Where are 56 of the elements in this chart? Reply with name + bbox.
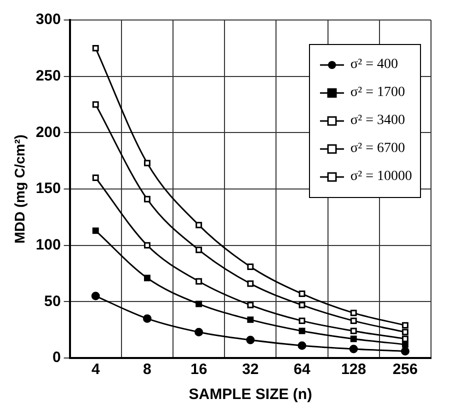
point [298, 341, 306, 350]
point [144, 274, 150, 282]
x-tick-label: 256 [392, 361, 418, 378]
point [247, 302, 254, 308]
x-tick-label: 32 [242, 361, 259, 378]
point [92, 227, 99, 234]
point [91, 292, 100, 300]
point [196, 300, 202, 308]
y-tick-label: 200 [36, 124, 61, 141]
y-axis-title: MDD (mg C/cm²) [11, 134, 28, 244]
point [350, 310, 357, 316]
x-axis-title: SAMPLE SIZE (n) [188, 386, 312, 404]
y-tick-label: 0 [52, 349, 61, 366]
legend-label: σ² = 1700 [350, 85, 405, 101]
legend-label: σ² = 6700 [350, 141, 405, 157]
point [196, 246, 202, 254]
x-tick-label: 128 [341, 361, 366, 378]
point [402, 336, 408, 342]
y-tick-label: 250 [36, 67, 61, 84]
x-tick-label: 8 [143, 361, 152, 378]
y-tick-label: 50 [44, 292, 61, 310]
point [298, 328, 306, 334]
point [92, 101, 99, 108]
x-tick-label: 4 [91, 361, 100, 378]
point [196, 278, 202, 285]
point [402, 341, 408, 348]
point [144, 196, 150, 202]
point [402, 322, 408, 329]
point [246, 336, 255, 344]
point [247, 316, 254, 323]
x-tick-label: 16 [190, 361, 208, 378]
legend-label: σ² = 400 [350, 57, 398, 73]
y-tick-label: 100 [36, 236, 61, 254]
point [350, 318, 357, 324]
point [298, 302, 306, 308]
point [144, 242, 150, 249]
legend-label: σ² = 10000 [350, 169, 412, 185]
point [349, 344, 358, 354]
y-tick-label: 150 [36, 180, 61, 198]
point [298, 318, 306, 324]
point [92, 174, 99, 181]
point [92, 44, 99, 52]
point [194, 328, 204, 336]
point [350, 336, 357, 342]
point [350, 328, 357, 334]
y-tick-label: 300 [36, 11, 61, 28]
point [400, 346, 410, 356]
legend-label: σ² = 3400 [350, 113, 405, 129]
point [402, 328, 408, 336]
point [247, 280, 254, 287]
point [298, 290, 306, 298]
point [142, 314, 152, 323]
point [196, 222, 202, 228]
x-tick-label: 64 [294, 361, 312, 378]
point [247, 264, 254, 270]
point [144, 160, 150, 166]
